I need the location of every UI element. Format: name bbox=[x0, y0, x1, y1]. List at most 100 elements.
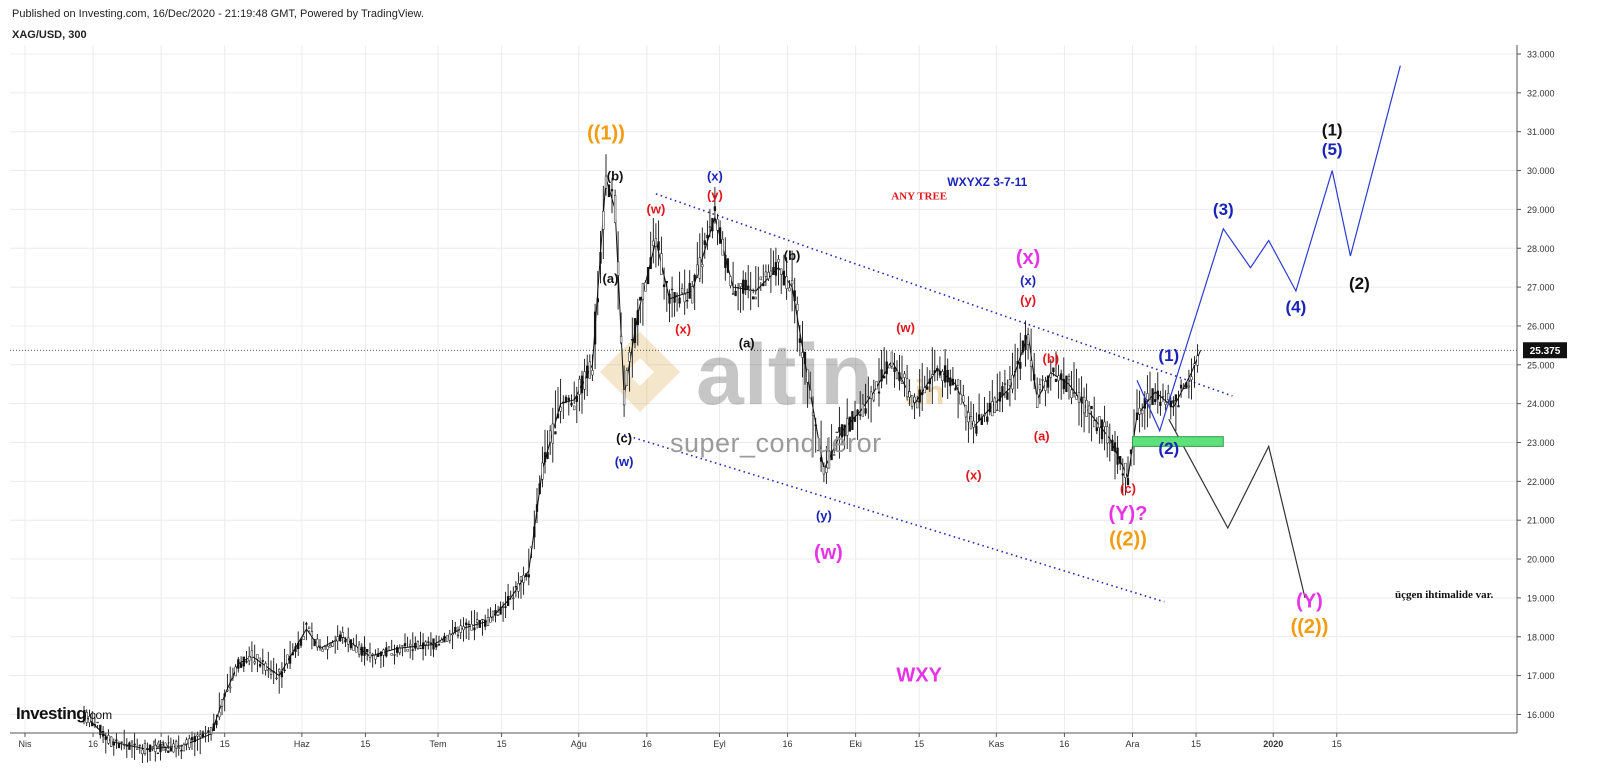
candle-body bbox=[933, 370, 936, 373]
candle-body bbox=[652, 240, 655, 246]
candle-body bbox=[541, 462, 544, 480]
candle-body bbox=[288, 656, 292, 664]
candle-body bbox=[527, 574, 530, 578]
candle-body bbox=[440, 639, 443, 643]
candle-body bbox=[374, 654, 377, 660]
candle-body bbox=[489, 616, 492, 623]
candle-body bbox=[607, 184, 611, 198]
candle-body bbox=[148, 744, 152, 752]
candle-body bbox=[1019, 362, 1022, 369]
candle-body bbox=[680, 288, 684, 294]
candle-body bbox=[357, 644, 361, 655]
candle-body bbox=[936, 368, 939, 372]
candle-body bbox=[1082, 396, 1086, 414]
wave-label: (w) bbox=[814, 542, 843, 564]
candle-body bbox=[908, 391, 911, 398]
candle-body bbox=[360, 646, 363, 656]
candle-body bbox=[754, 296, 757, 300]
candle-body bbox=[613, 195, 617, 224]
candle-body bbox=[562, 401, 565, 404]
candle-body bbox=[736, 287, 740, 289]
wave-label: (2) bbox=[1158, 439, 1179, 458]
y-tick-label: 23.000 bbox=[1527, 438, 1555, 448]
symbol-title: XAG/USD, 300 bbox=[12, 29, 87, 41]
candle-body bbox=[988, 402, 991, 413]
candle-body bbox=[703, 240, 706, 245]
candle-body bbox=[954, 387, 957, 391]
candle-body bbox=[141, 749, 144, 755]
candle-body bbox=[1052, 367, 1055, 373]
candle-body bbox=[328, 644, 332, 648]
candle-body bbox=[371, 654, 374, 656]
x-tick-label: Haz bbox=[294, 739, 311, 749]
candle-body bbox=[962, 395, 965, 403]
candle-body bbox=[959, 393, 962, 405]
candle-body bbox=[1121, 473, 1124, 476]
candle-body bbox=[838, 427, 841, 433]
candle-body bbox=[951, 378, 955, 386]
candle-body bbox=[926, 386, 929, 390]
x-tick-label: Tem bbox=[430, 739, 447, 749]
candle-body bbox=[1098, 416, 1101, 428]
candle-body bbox=[1060, 373, 1063, 380]
candle-body bbox=[1119, 456, 1122, 464]
candle-body bbox=[451, 633, 454, 636]
candle-body bbox=[646, 267, 650, 285]
x-tick-label: 16 bbox=[783, 739, 793, 749]
candle-body bbox=[88, 716, 91, 723]
candle-body bbox=[859, 414, 862, 416]
candle-body bbox=[628, 352, 631, 362]
candle-body bbox=[1103, 421, 1106, 427]
candle-body bbox=[1036, 393, 1039, 408]
candle-body bbox=[588, 361, 591, 379]
candle-body bbox=[229, 686, 232, 689]
candle-body bbox=[708, 226, 712, 228]
candle-body bbox=[616, 261, 620, 276]
candle-body bbox=[199, 734, 202, 738]
candle-body bbox=[305, 623, 308, 625]
price-candles bbox=[82, 154, 1202, 763]
candle-body bbox=[1151, 388, 1154, 405]
candle-body bbox=[1187, 385, 1191, 388]
candle-body bbox=[675, 294, 679, 297]
candle-body bbox=[138, 744, 141, 747]
candle-body bbox=[429, 642, 433, 645]
candle-body bbox=[484, 619, 487, 627]
candle-body bbox=[123, 744, 126, 746]
candle-body bbox=[1193, 363, 1196, 366]
candle-body bbox=[248, 656, 251, 662]
candle-body bbox=[188, 738, 191, 748]
candle-body bbox=[190, 737, 194, 741]
candle-body bbox=[341, 632, 344, 638]
candle-body bbox=[819, 457, 823, 462]
y-tick-label: 30.000 bbox=[1527, 166, 1555, 176]
candle-body bbox=[491, 610, 495, 618]
candle-body bbox=[411, 649, 414, 651]
candle-body bbox=[764, 271, 768, 277]
logo-main: Investing bbox=[16, 704, 87, 723]
candle-body bbox=[1161, 396, 1165, 398]
candle-body bbox=[1182, 387, 1185, 390]
candle-body bbox=[564, 396, 568, 403]
candle-body bbox=[462, 626, 465, 631]
candle-body bbox=[120, 741, 123, 743]
candle-body bbox=[1113, 442, 1117, 452]
candle-body bbox=[1179, 384, 1183, 389]
candle-body bbox=[1057, 375, 1060, 381]
candle-body bbox=[387, 646, 391, 649]
candle-body bbox=[803, 351, 807, 365]
x-tick-label: 15 bbox=[914, 739, 924, 749]
y-tick-label: 28.000 bbox=[1527, 244, 1555, 254]
investing-logo[interactable]: Investing.com bbox=[16, 704, 112, 724]
wave-label: ((1)) bbox=[587, 123, 625, 145]
candle-body bbox=[344, 639, 347, 643]
candle-body bbox=[349, 639, 353, 649]
candle-body bbox=[877, 391, 881, 394]
candle-body bbox=[905, 378, 909, 398]
candle-body bbox=[772, 267, 775, 275]
candle-body bbox=[401, 645, 404, 647]
candle-body bbox=[494, 609, 497, 616]
candle-body bbox=[701, 264, 704, 268]
